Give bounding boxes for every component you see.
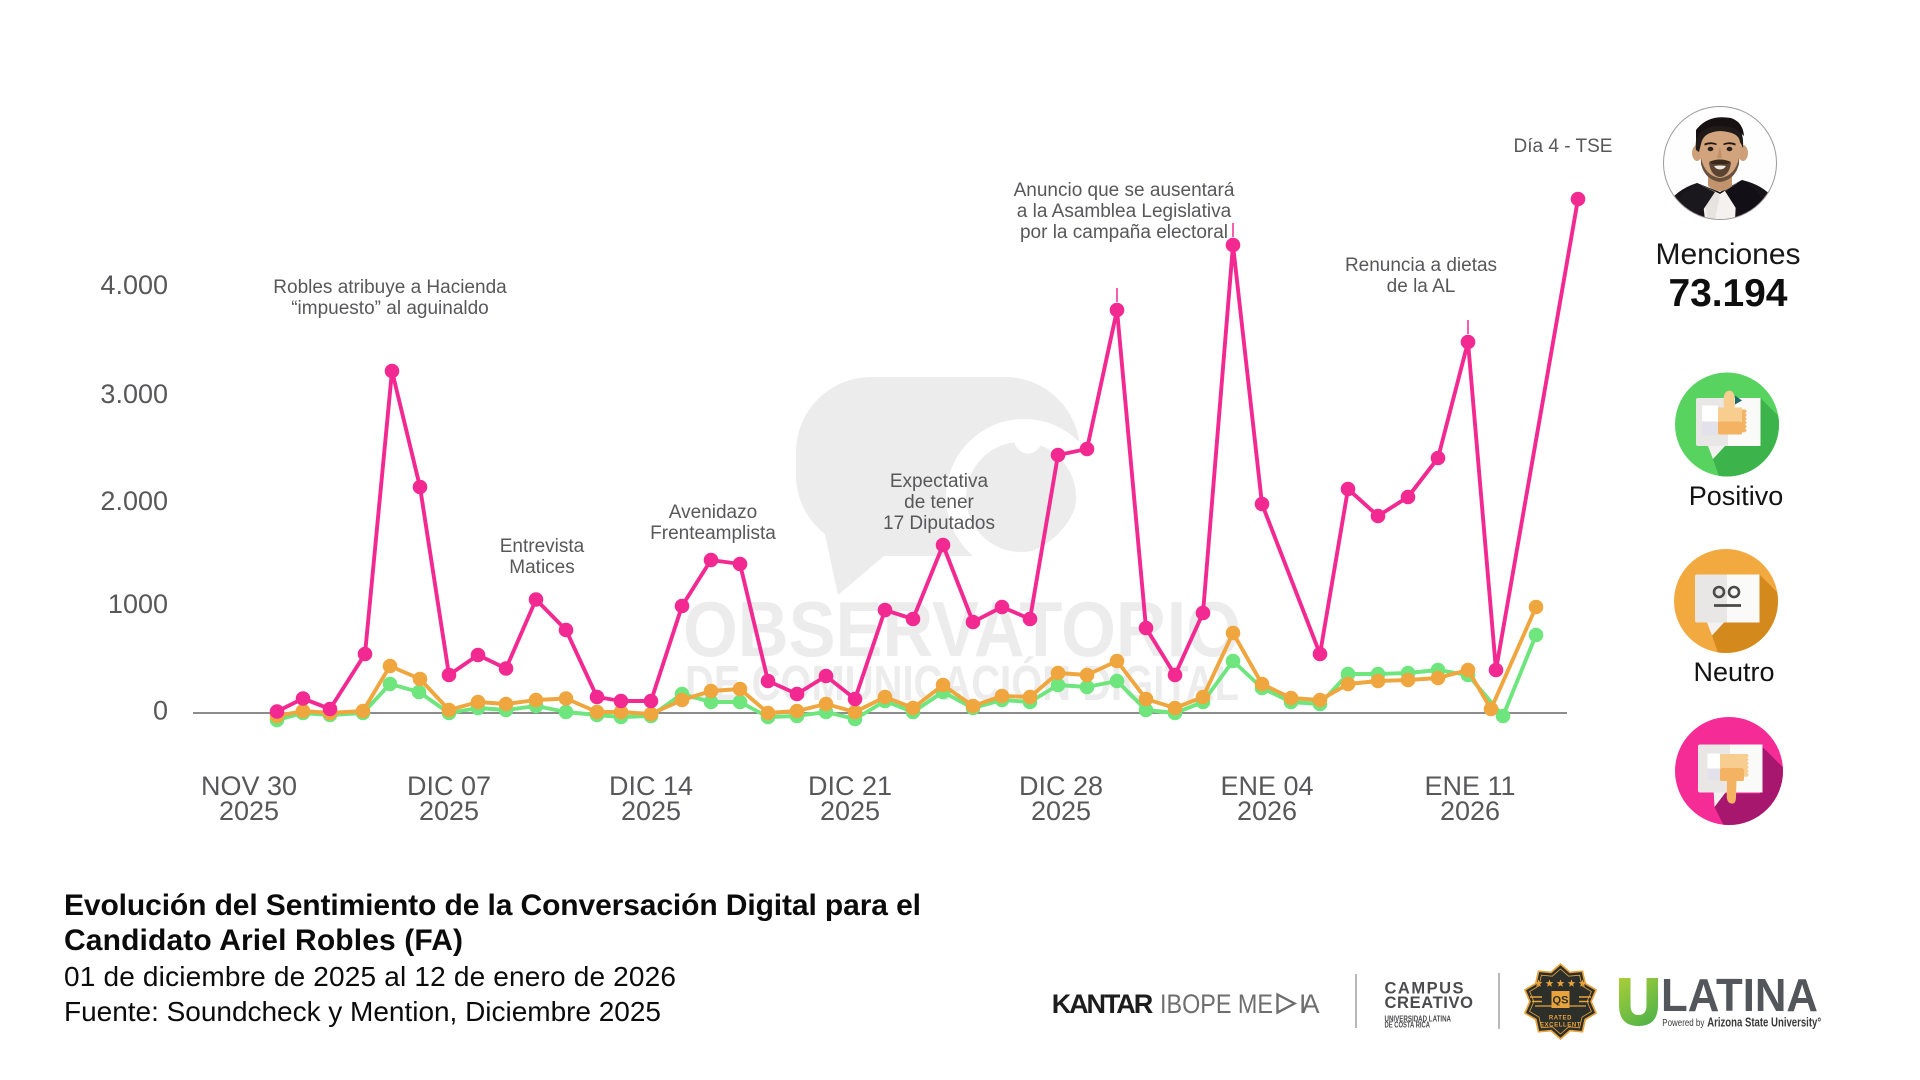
svg-text:Expectativa: Expectativa xyxy=(890,471,989,492)
svg-text:DIC 21: DIC 21 xyxy=(808,771,892,801)
svg-text:2025: 2025 xyxy=(1031,796,1091,826)
svg-text:Fuente: Soundcheck y Mention,: Fuente: Soundcheck y Mention, Diciembre … xyxy=(64,996,661,1027)
svg-text:Renuncia a dietas: Renuncia a dietas xyxy=(1345,255,1497,276)
svg-text:Entrevista: Entrevista xyxy=(500,536,585,557)
svg-text:Robles atribuye a Hacienda: Robles atribuye a Hacienda xyxy=(273,277,507,298)
svg-text:de tener: de tener xyxy=(904,492,974,513)
svg-text:“impuesto” al aguinaldo: “impuesto” al aguinaldo xyxy=(291,298,489,319)
svg-text:NOV 30: NOV 30 xyxy=(201,771,297,801)
svg-text:01 de diciembre de 2025 al 12: 01 de diciembre de 2025 al 12 de enero d… xyxy=(64,961,676,992)
svg-text:LATINA: LATINA xyxy=(1661,969,1818,1021)
svg-text:DIC 14: DIC 14 xyxy=(609,771,693,801)
svg-text:4.000: 4.000 xyxy=(100,270,168,300)
svg-text:2026: 2026 xyxy=(1440,796,1500,826)
svg-text:KANTAR: KANTAR xyxy=(1052,989,1154,1019)
svg-text:2026: 2026 xyxy=(1237,796,1297,826)
svg-text:CAMPUS: CAMPUS xyxy=(1385,980,1464,998)
svg-text:2.000: 2.000 xyxy=(100,486,168,516)
svg-text:Anuncio que se ausentará: Anuncio que se ausentará xyxy=(1014,180,1235,201)
svg-text:Día 4 - TSE: Día 4 - TSE xyxy=(1514,136,1613,157)
svg-text:QS: QS xyxy=(1553,995,1569,1007)
svg-text:ENE 11: ENE 11 xyxy=(1424,771,1515,801)
svg-text:EXCELLENT: EXCELLENT xyxy=(1540,1023,1581,1029)
svg-text:3.000: 3.000 xyxy=(100,379,168,409)
svg-text:Powered by: Powered by xyxy=(1662,1017,1705,1029)
svg-text:0: 0 xyxy=(153,696,168,726)
svg-text:DE COSTA RICA: DE COSTA RICA xyxy=(1385,1020,1431,1030)
svg-text:Frenteamplista: Frenteamplista xyxy=(650,523,776,544)
svg-text:2025: 2025 xyxy=(820,796,880,826)
svg-text:de la AL: de la AL xyxy=(1387,276,1456,297)
svg-text:ENE 04: ENE 04 xyxy=(1220,771,1313,801)
svg-text:CREATIVO: CREATIVO xyxy=(1385,994,1474,1012)
svg-text:por la campaña electoral: por la campaña electoral xyxy=(1020,222,1228,243)
svg-text:73.194: 73.194 xyxy=(1669,272,1788,315)
svg-text:DIC 28: DIC 28 xyxy=(1019,771,1103,801)
svg-text:Candidato Ariel Robles (FA): Candidato Ariel Robles (FA) xyxy=(64,924,463,957)
svg-text:Menciones: Menciones xyxy=(1655,238,1800,271)
svg-text:UNIVERSIDAD LATINA: UNIVERSIDAD LATINA xyxy=(1385,1013,1452,1023)
svg-text:Positivo: Positivo xyxy=(1689,481,1784,511)
svg-text:2025: 2025 xyxy=(621,796,681,826)
svg-text:Avenidazo: Avenidazo xyxy=(669,502,757,523)
svg-text:1000: 1000 xyxy=(108,589,168,619)
svg-text:IA: IA xyxy=(1299,989,1320,1019)
svg-text:2025: 2025 xyxy=(419,796,479,826)
svg-text:Neutro: Neutro xyxy=(1693,657,1774,687)
svg-text:Arizona State University°: Arizona State University° xyxy=(1707,1016,1821,1030)
svg-text:a la Asamblea Legislativa: a la Asamblea Legislativa xyxy=(1017,201,1232,222)
svg-text:RATED: RATED xyxy=(1549,1016,1572,1022)
svg-text:Evolución del Sentimiento de l: Evolución del Sentimiento de la Conversa… xyxy=(64,889,921,922)
svg-text:IBOPE ME: IBOPE ME xyxy=(1160,989,1273,1019)
svg-text:2025: 2025 xyxy=(219,796,279,826)
svg-text:17 Diputados: 17 Diputados xyxy=(883,513,995,534)
svg-text:Matices: Matices xyxy=(509,557,574,578)
svg-text:DIC 07: DIC 07 xyxy=(407,771,491,801)
